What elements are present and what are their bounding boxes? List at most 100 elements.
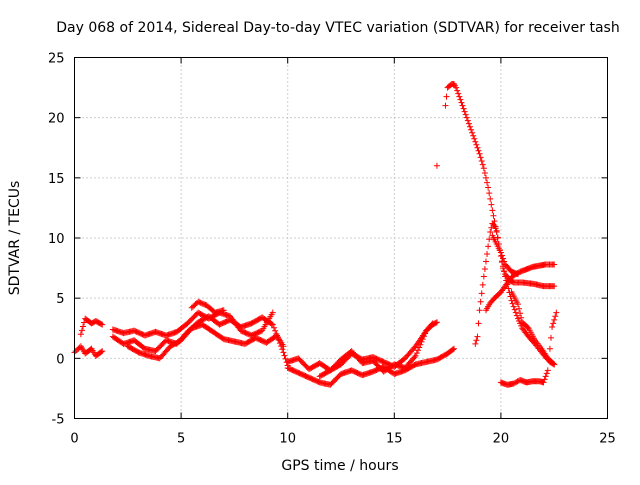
grid — [74, 57, 608, 419]
data-point — [282, 355, 289, 362]
data-point — [548, 334, 555, 341]
data-point — [412, 352, 419, 359]
data-point — [433, 319, 440, 326]
data-point — [413, 350, 420, 357]
data-point — [442, 102, 449, 109]
data-point — [482, 258, 489, 265]
data-point — [432, 319, 439, 326]
data-point — [551, 361, 558, 368]
series-track-f — [188, 298, 227, 316]
x-tick-label: 0 — [70, 432, 78, 447]
data-point — [433, 162, 440, 169]
data-point — [488, 201, 495, 208]
data-point — [543, 370, 550, 377]
data-point — [463, 114, 470, 121]
data-point — [550, 360, 557, 367]
series-track-o — [497, 309, 560, 388]
series-track-i — [316, 319, 440, 380]
data-point — [551, 261, 558, 268]
data-point — [497, 249, 504, 256]
data-point — [490, 221, 497, 228]
data-point — [470, 132, 477, 139]
data-point — [501, 258, 508, 265]
series-track-g — [284, 345, 457, 388]
y-tick-label: 20 — [48, 112, 65, 127]
data-point — [99, 321, 106, 328]
data-point — [461, 108, 468, 115]
data-point — [458, 99, 465, 106]
series-track-a — [71, 343, 106, 359]
data-point — [514, 301, 521, 308]
data-point — [493, 227, 500, 234]
data-point — [270, 324, 277, 331]
data-point — [540, 379, 547, 386]
data-point — [455, 90, 462, 97]
data-point — [454, 87, 461, 94]
data-point — [552, 313, 559, 320]
data-point — [280, 343, 287, 350]
data-point — [98, 348, 105, 355]
data-point — [513, 379, 520, 386]
data-point — [473, 337, 480, 344]
data-point — [551, 316, 558, 323]
data-point — [487, 195, 494, 202]
data-point — [480, 273, 487, 280]
x-tick-label: 20 — [493, 432, 510, 447]
data-point — [553, 309, 560, 316]
data-point — [500, 265, 507, 272]
data-point — [80, 323, 87, 330]
data-point — [501, 268, 508, 275]
data-point — [474, 144, 481, 151]
data-point — [473, 141, 480, 148]
data-point — [268, 320, 275, 327]
y-tick-label: 0 — [56, 352, 64, 367]
data-point — [469, 129, 476, 136]
data-point — [269, 309, 276, 316]
data-point — [411, 354, 418, 361]
x-tick-label: 25 — [599, 432, 616, 447]
data-point — [472, 138, 479, 145]
data-point — [220, 307, 227, 314]
data-point — [478, 290, 485, 297]
data-point — [460, 105, 467, 112]
data-point — [481, 170, 488, 177]
series-track-k — [442, 80, 558, 368]
data-point — [81, 319, 88, 326]
data-point — [99, 348, 106, 355]
data-point — [490, 212, 497, 219]
y-tick-label: 15 — [48, 172, 65, 187]
data-point — [477, 154, 484, 161]
data-point — [510, 303, 517, 310]
data-point — [414, 347, 421, 354]
x-tick-label: 10 — [279, 432, 296, 447]
data-point — [457, 96, 464, 103]
data-point — [475, 147, 482, 154]
data-point — [280, 349, 287, 356]
data-point — [486, 236, 493, 243]
x-tick-label: 15 — [386, 432, 403, 447]
data-point — [544, 367, 551, 374]
series-track-p — [508, 289, 558, 368]
y-tick-label: 10 — [48, 232, 65, 247]
data-point — [498, 252, 505, 259]
data-point — [466, 123, 473, 130]
data-point — [484, 179, 491, 186]
series-track-m — [482, 261, 558, 314]
data-point — [474, 333, 481, 340]
data-point — [510, 380, 517, 387]
data-point — [269, 321, 276, 328]
data-point — [489, 207, 496, 214]
series-track-e — [124, 321, 287, 362]
data-point — [479, 161, 486, 168]
data-point — [462, 111, 469, 118]
data-point — [516, 305, 523, 312]
data-point — [443, 93, 450, 100]
data-point — [479, 281, 486, 288]
data-point — [514, 378, 521, 385]
data-point — [524, 324, 531, 331]
data-point — [465, 120, 472, 127]
data-point — [449, 346, 456, 353]
data-point — [471, 135, 478, 142]
